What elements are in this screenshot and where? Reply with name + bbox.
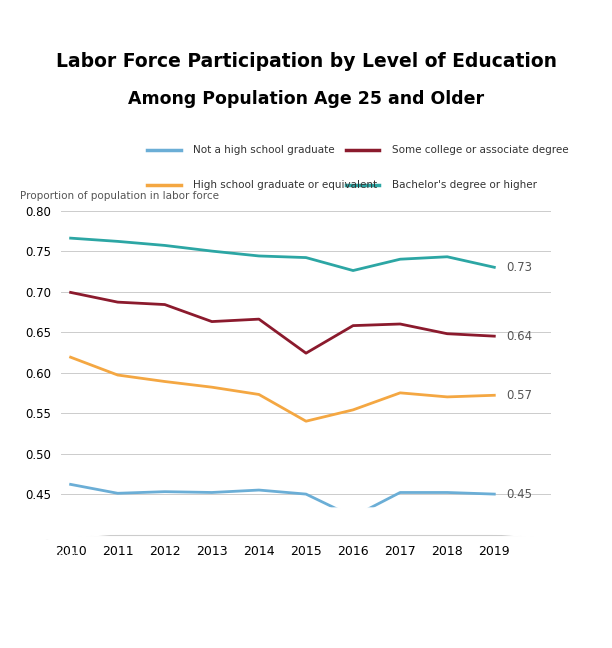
Text: Proportion of population in labor force: Proportion of population in labor force (20, 191, 218, 201)
Text: Among Population Age 25 and Older: Among Population Age 25 and Older (128, 90, 484, 108)
Text: Bachelor's degree or higher: Bachelor's degree or higher (392, 180, 537, 191)
Text: 0.57: 0.57 (506, 389, 532, 402)
Text: Census: Census (18, 573, 91, 590)
Text: Not a high school graduate: Not a high school graduate (193, 145, 334, 155)
Text: Source: Current Population Survey, Annual
Social and Economic Supplement,
2010-2: Source: Current Population Survey, Annua… (367, 564, 551, 623)
Text: 0.73: 0.73 (506, 260, 532, 274)
Text: census.gov: census.gov (153, 607, 208, 617)
Text: U.S. CENSUS BUREAU: U.S. CENSUS BUREAU (153, 586, 254, 596)
Text: U.S. Department of Commerce: U.S. Department of Commerce (153, 565, 333, 575)
Text: 0.64: 0.64 (506, 330, 532, 343)
Text: Bureau: Bureau (18, 600, 51, 609)
Text: High school graduate or equivalent: High school graduate or equivalent (193, 180, 377, 191)
Text: Labor Force Participation by Level of Education: Labor Force Participation by Level of Ed… (56, 52, 556, 71)
Text: United States®: United States® (18, 552, 78, 561)
Text: Some college or associate degree: Some college or associate degree (392, 145, 569, 155)
Text: 0.45: 0.45 (506, 487, 532, 501)
